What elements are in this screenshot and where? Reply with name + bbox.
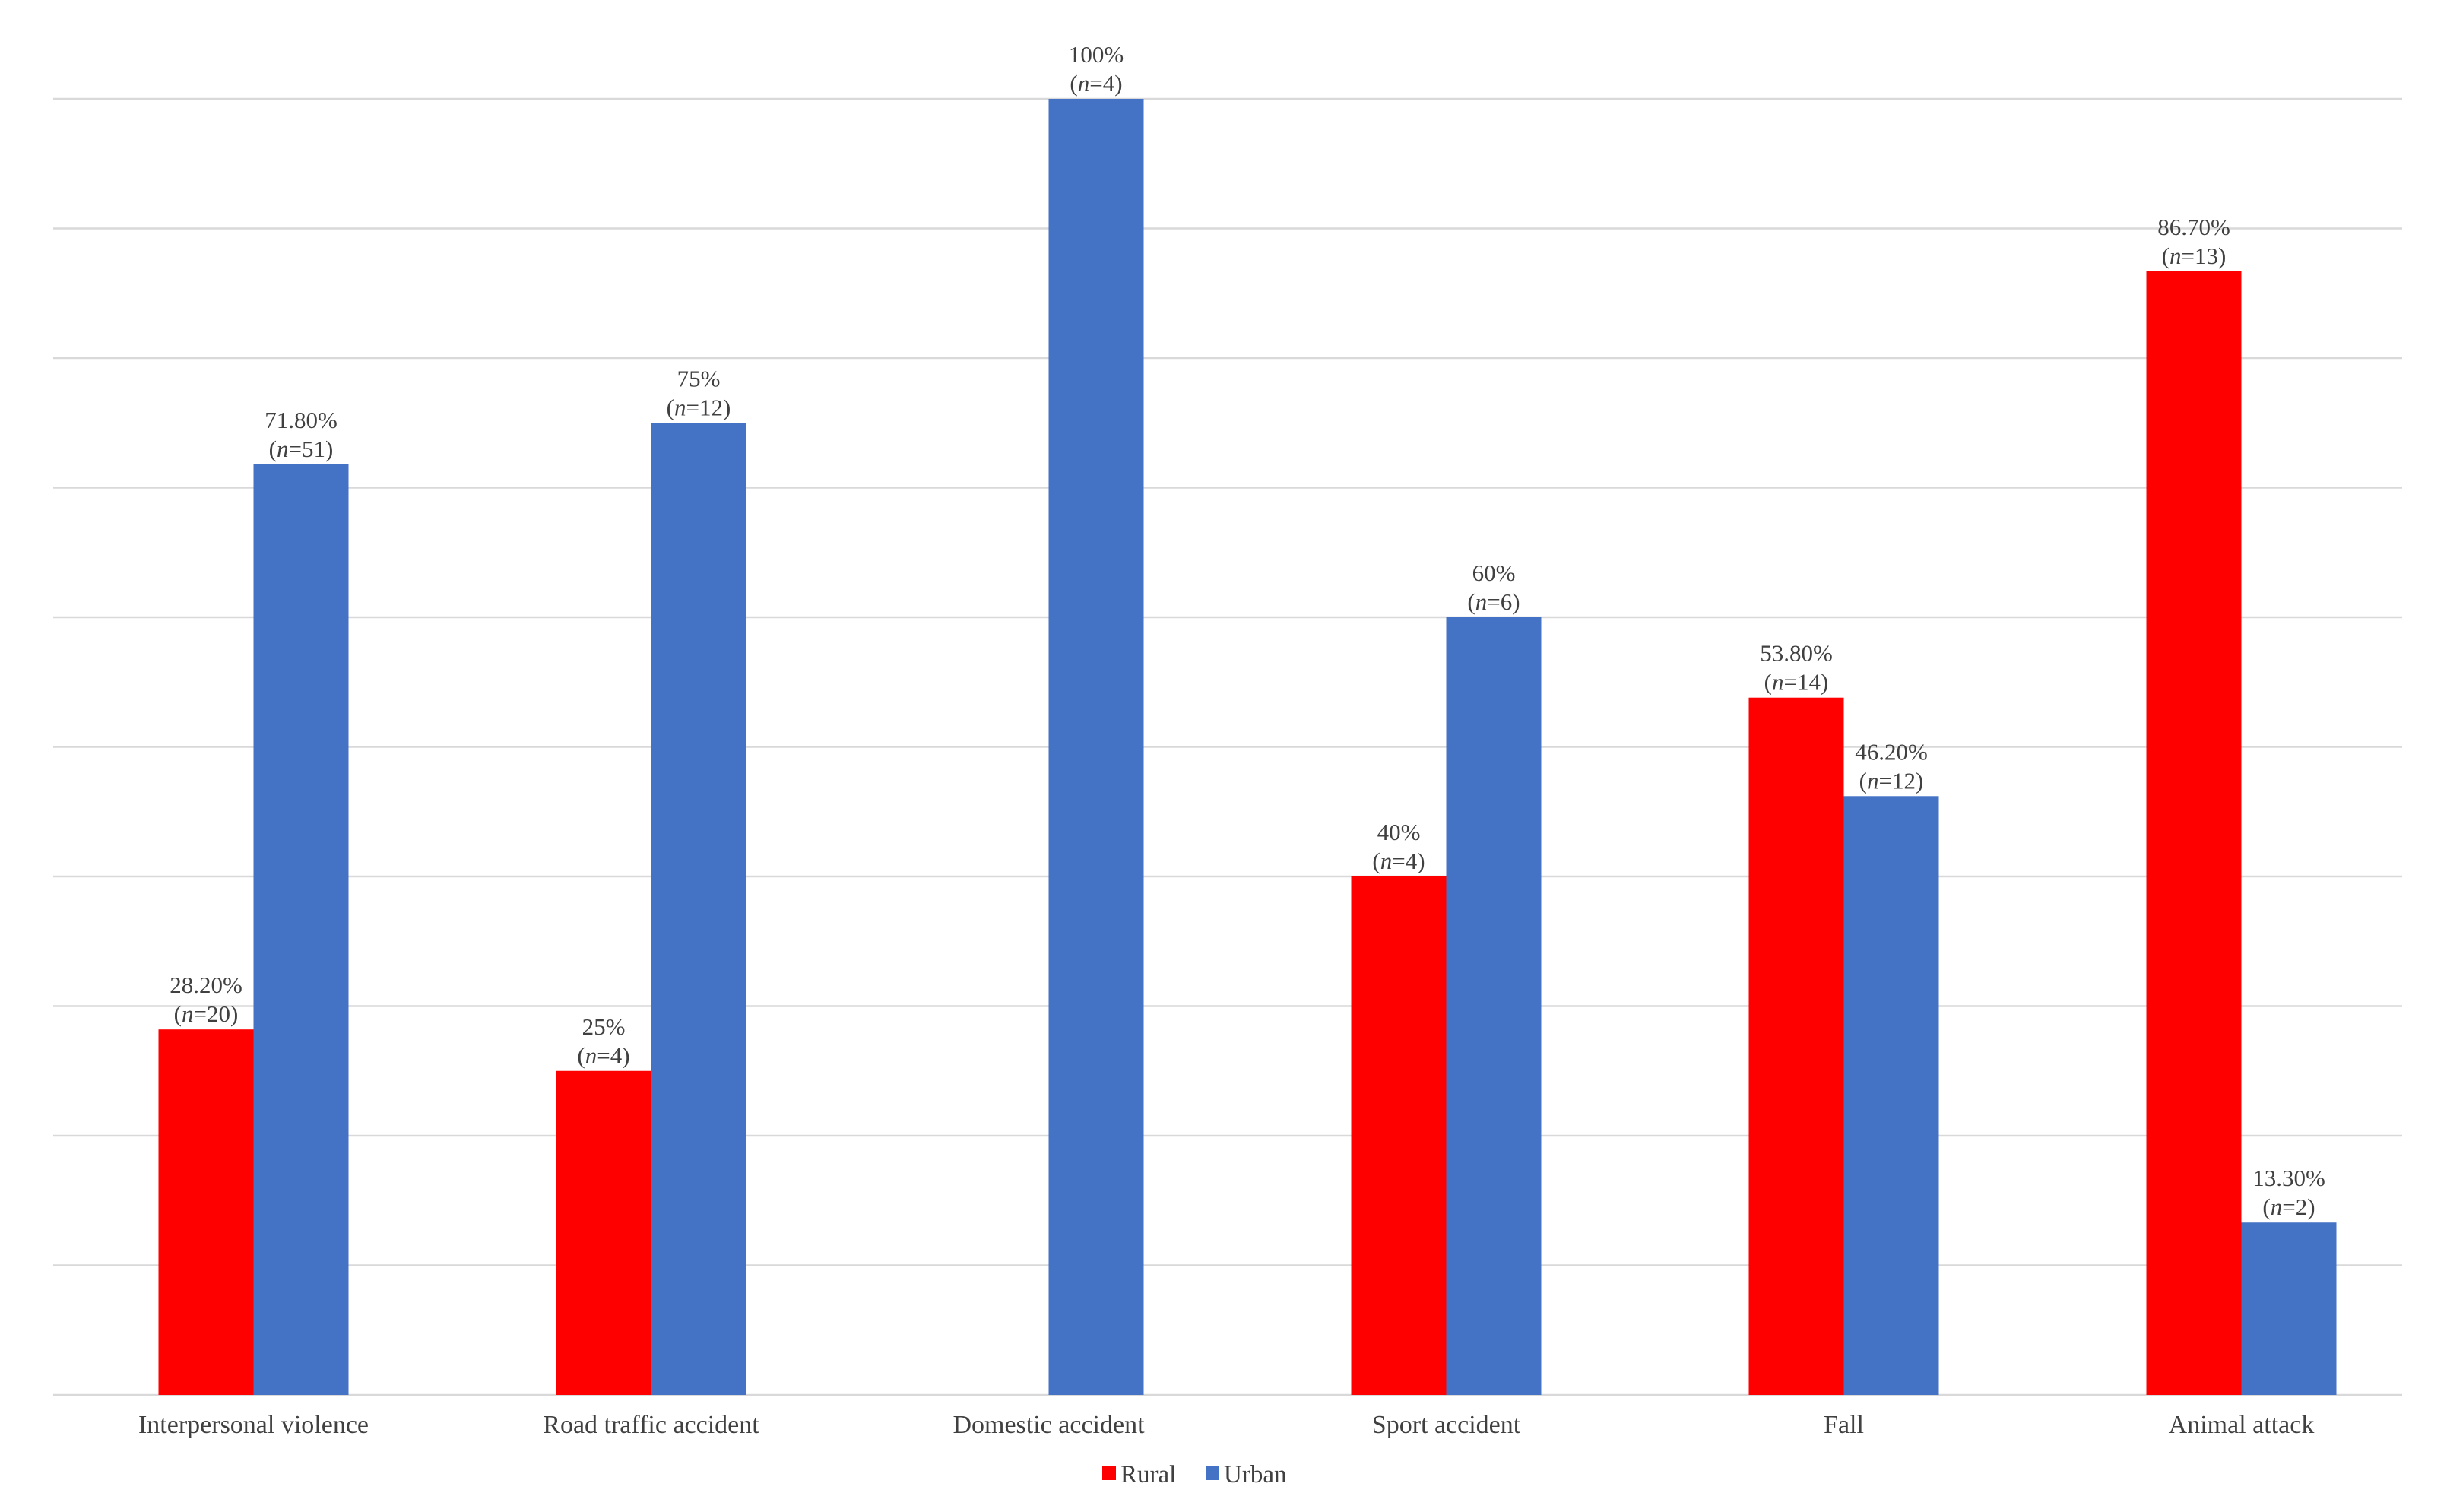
data-label-count: (n=4) xyxy=(577,1042,629,1069)
data-label-count: (n=4) xyxy=(1070,70,1122,97)
category-label: Fall xyxy=(1824,1411,1864,1439)
data-label-percent: 86.70% xyxy=(2157,214,2230,240)
data-label-count: (n=6) xyxy=(1467,588,1520,615)
bar-urban xyxy=(1843,796,1939,1395)
data-label-percent: 75% xyxy=(677,365,721,391)
bar-rural xyxy=(556,1070,651,1395)
data-label-percent: 71.80% xyxy=(265,407,338,433)
bar-rural xyxy=(1351,876,1447,1395)
category-label: Interpersonal violence xyxy=(138,1411,369,1439)
data-label-count: (n=14) xyxy=(1764,669,1829,696)
data-label-percent: 28.20% xyxy=(170,972,242,998)
data-label-count: (n=20) xyxy=(174,1000,239,1027)
data-label-count: (n=12) xyxy=(667,394,731,420)
bar-urban xyxy=(1048,99,1144,1395)
category-label: Animal attack xyxy=(2169,1411,2315,1439)
legend-swatch-urban xyxy=(1206,1466,1219,1480)
data-label-count: (n=2) xyxy=(2262,1193,2315,1220)
bar-rural xyxy=(158,1029,254,1395)
data-labels: 28.20%(n=20)71.80%(n=51)25%(n=4)75%(n=12… xyxy=(170,41,2325,1220)
bar-urban xyxy=(1446,617,1542,1395)
category-label: Sport accident xyxy=(1372,1411,1521,1439)
data-label-count: (n=51) xyxy=(269,436,334,462)
bars xyxy=(158,99,2337,1395)
data-label-percent: 46.20% xyxy=(1855,738,1928,765)
bar-urban xyxy=(253,464,349,1395)
data-label-percent: 40% xyxy=(1377,819,1421,845)
data-label-count: (n=13) xyxy=(2162,242,2227,269)
data-label-percent: 100% xyxy=(1069,41,1124,68)
legend: Rural Urban xyxy=(1102,1461,1286,1488)
data-label-count: (n=4) xyxy=(1372,848,1425,874)
bar-rural xyxy=(1748,697,1844,1395)
category-label: Road traffic accident xyxy=(543,1411,759,1439)
data-label-percent: 60% xyxy=(1472,559,1516,586)
gridlines xyxy=(53,97,2402,1396)
data-label-percent: 53.80% xyxy=(1760,640,1833,667)
bar-rural xyxy=(2146,271,2242,1395)
category-label: Domestic accident xyxy=(952,1411,1145,1439)
category-axis-labels: Interpersonal violence Road traffic accid… xyxy=(138,1411,2314,1439)
legend-swatch-rural xyxy=(1102,1466,1116,1480)
legend-label-urban: Urban xyxy=(1224,1461,1286,1488)
data-label-percent: 25% xyxy=(582,1013,626,1040)
bar-urban xyxy=(2241,1222,2337,1395)
data-label-count: (n=12) xyxy=(1859,767,1924,794)
bar-urban xyxy=(651,423,746,1395)
legend-label-rural: Rural xyxy=(1120,1461,1176,1488)
data-label-percent: 13.30% xyxy=(2252,1165,2325,1191)
